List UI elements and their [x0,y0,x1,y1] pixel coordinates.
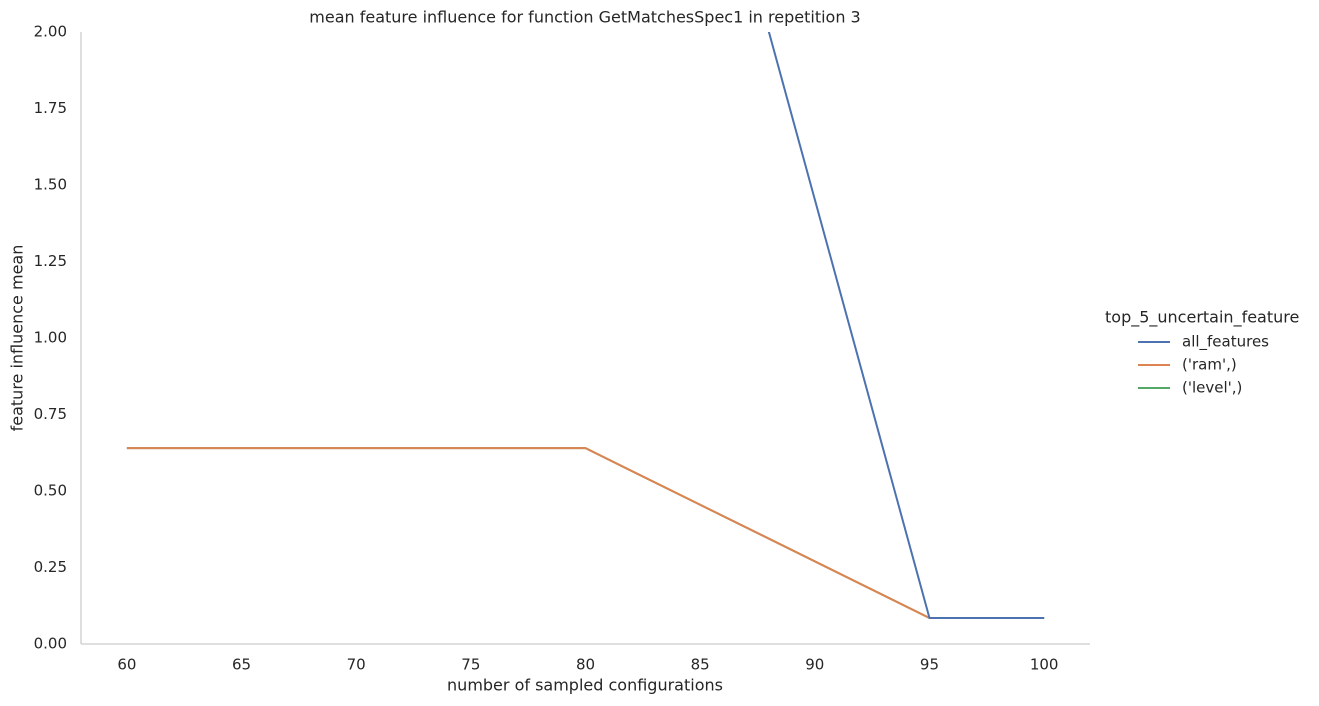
y-tick-label: 0.25 [34,558,67,576]
plot-area [126,32,1045,619]
y-tick-label: 1.00 [34,329,67,347]
x-tick-label: 65 [232,656,251,674]
legend-label: ('ram',) [1182,356,1237,374]
x-axis-label: number of sampled configurations [447,676,723,695]
y-axis-label: feature influence mean [8,245,27,432]
y-tick-label: 0.00 [34,635,67,653]
x-tick-label: 80 [576,656,595,674]
y-tick-label: 1.50 [34,176,67,194]
legend-title: top_5_uncertain_feature [1105,308,1299,328]
chart-title: mean feature influence for function GetM… [309,8,860,27]
x-tick-label: 95 [920,656,939,674]
y-tick-label: 0.50 [34,482,67,500]
x-tick-label: 100 [1030,656,1059,674]
series-line [767,32,1045,619]
y-tick-label: 1.75 [34,99,67,117]
y-tick-label: 0.75 [34,405,67,423]
y-tick-label: 2.00 [34,23,67,41]
legend-label: all_features [1182,333,1269,352]
legend-label: ('level',) [1182,379,1242,397]
x-tick-label: 90 [805,656,824,674]
x-tick-label: 85 [691,656,710,674]
x-tick-label: 60 [117,656,136,674]
x-tick-label: 75 [461,656,480,674]
x-tick-label: 70 [347,656,366,674]
y-tick-label: 1.25 [34,252,67,270]
